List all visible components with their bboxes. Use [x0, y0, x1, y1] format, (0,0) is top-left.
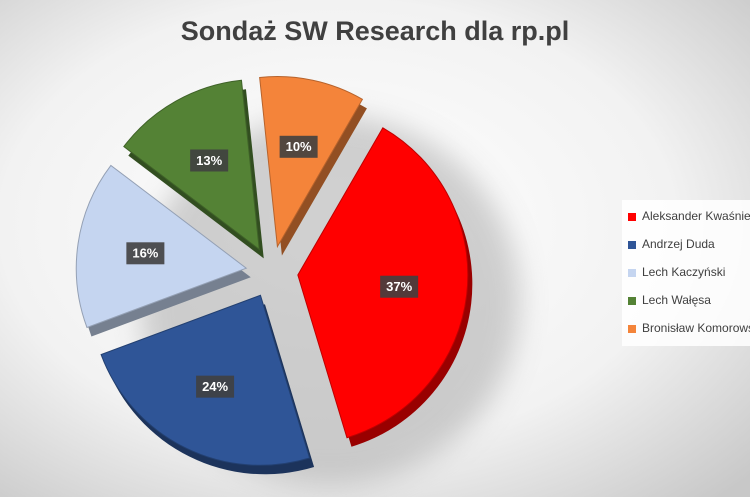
- legend-box: [622, 200, 750, 346]
- legend-swatch: [628, 325, 636, 333]
- data-label: 13%: [196, 153, 222, 168]
- pie: 37% 24% 16% 13% 10%: [75, 76, 473, 475]
- legend-label: Lech Kaczyński: [642, 265, 725, 279]
- data-label: 24%: [202, 379, 228, 394]
- legend-label: Lech Wałęsa: [642, 293, 711, 307]
- label-box: [190, 149, 229, 172]
- chart-title: Sondaż SW Research dla rp.pl: [181, 16, 570, 46]
- legend-label: Andrzej Duda: [642, 237, 715, 251]
- legend-swatch: [628, 213, 636, 221]
- legend-swatch: [628, 241, 636, 249]
- label-box: [196, 375, 235, 398]
- legend: Aleksander Kwaśniewski Andrzej Duda Lech K…: [628, 209, 750, 335]
- label-box: [126, 242, 165, 265]
- label-box: [380, 275, 419, 298]
- legend-label: Bronisław Komorowski: [642, 321, 750, 335]
- label-box: [279, 135, 318, 158]
- slice: [259, 76, 364, 249]
- legend-swatch: [628, 297, 636, 305]
- legend-swatch: [628, 269, 636, 277]
- legend-label: Aleksander Kwaśniewski: [642, 209, 750, 223]
- data-label: 37%: [386, 279, 412, 294]
- data-label: 16%: [132, 246, 158, 261]
- data-label: 10%: [286, 139, 312, 154]
